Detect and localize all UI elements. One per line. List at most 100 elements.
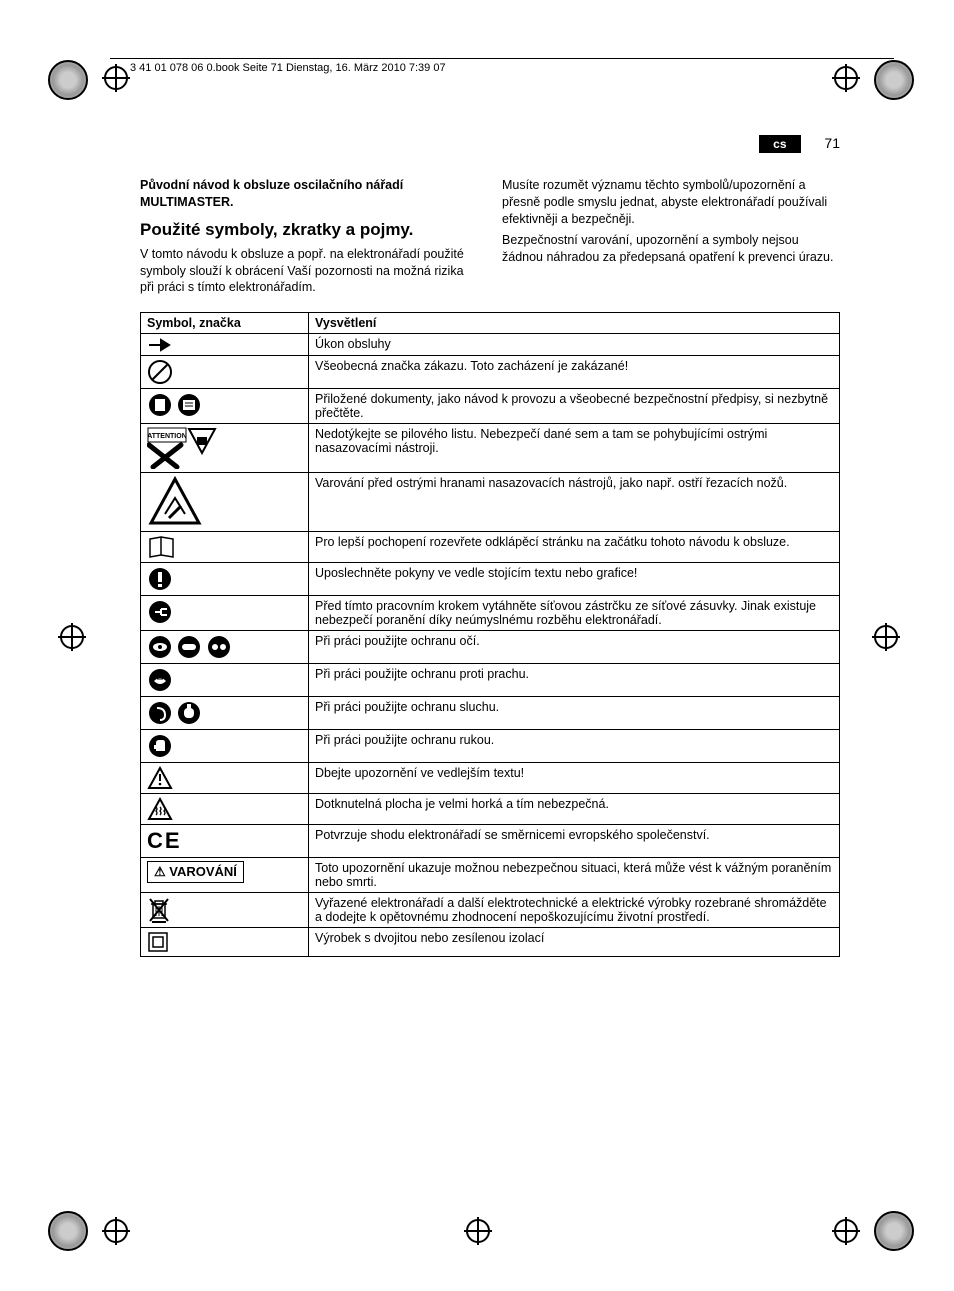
table-row: ⚠ VAROVÁNÍ Toto upozornění ukazuje možnou… bbox=[141, 858, 840, 893]
page-header-right: cs 71 bbox=[140, 135, 840, 153]
symbol-cell bbox=[141, 794, 309, 825]
symbol-cell bbox=[141, 763, 309, 794]
symbol-cell bbox=[141, 893, 309, 928]
eye-icon bbox=[147, 639, 232, 653]
table-row: Při práci použijte ochranu rukou. bbox=[141, 730, 840, 763]
table-row: CE Potvrzuje shodu elektronářadí se směrn… bbox=[141, 825, 840, 858]
class2-icon bbox=[147, 934, 169, 948]
symbols-table: Symbol, značka Vysvětlení Úkon obsluhyVš… bbox=[140, 312, 840, 957]
ear-icon bbox=[147, 705, 202, 719]
weee-icon bbox=[147, 902, 171, 916]
print-mark bbox=[48, 60, 88, 100]
table-row: Varování před ostrými hranami nasazovací… bbox=[141, 473, 840, 532]
symbol-cell bbox=[141, 473, 309, 532]
explanation-cell: Při práci použijte ochranu očí. bbox=[309, 631, 840, 664]
table-row: Všeobecná značka zákazu. Toto zacházení … bbox=[141, 356, 840, 389]
print-mark bbox=[874, 1211, 914, 1251]
svg-text:ATTENTION: ATTENTION bbox=[147, 433, 187, 440]
explanation-cell: Nedotýkejte se pilového listu. Nebezpečí… bbox=[309, 424, 840, 473]
warning-label-icon: ⚠ VAROVÁNÍ bbox=[147, 861, 244, 883]
dustmask-icon bbox=[147, 672, 173, 686]
right-paragraph-1: Musíte rozumět významu těchto symbolů/up… bbox=[502, 177, 840, 228]
right-column: Musíte rozumět významu těchto symbolů/up… bbox=[502, 177, 840, 296]
explanation-cell: Při práci použijte ochranu sluchu. bbox=[309, 697, 840, 730]
triangle-icon bbox=[147, 770, 173, 784]
header-rule bbox=[110, 58, 894, 59]
readdocs-icon bbox=[147, 397, 202, 411]
registration-mark bbox=[104, 1219, 128, 1243]
table-row: Dotknutelná plocha je velmi horká a tím … bbox=[141, 794, 840, 825]
symbol-cell bbox=[141, 563, 309, 596]
explanation-cell: Uposlechněte pokyny ve vedle stojícím te… bbox=[309, 563, 840, 596]
symbol-cell bbox=[141, 596, 309, 631]
registration-mark bbox=[834, 66, 858, 90]
explanation-cell: Při práci použijte ochranu proti prachu. bbox=[309, 664, 840, 697]
explanation-cell: Varování před ostrými hranami nasazovací… bbox=[309, 473, 840, 532]
symbol-cell: ⚠ VAROVÁNÍ bbox=[141, 858, 309, 893]
registration-mark bbox=[60, 625, 84, 649]
col-explanation: Vysvětlení bbox=[309, 313, 840, 334]
explanation-cell: Pro lepší pochopení rozevřete odklápěcí … bbox=[309, 532, 840, 563]
unplug-icon bbox=[147, 604, 173, 618]
left-paragraph: V tomto návodu k obsluze a popř. na elek… bbox=[140, 246, 478, 297]
explanation-cell: Potvrzuje shodu elektronářadí se směrnic… bbox=[309, 825, 840, 858]
table-row: Dbejte upozornění ve vedlejším textu! bbox=[141, 763, 840, 794]
ce-icon: CE bbox=[147, 837, 182, 851]
language-badge: cs bbox=[759, 135, 800, 153]
symbol-cell: CE bbox=[141, 825, 309, 858]
table-header-row: Symbol, značka Vysvětlení bbox=[141, 313, 840, 334]
attention-blade-icon: ATTENTION bbox=[147, 440, 217, 454]
table-row: ATTENTION Nedotýkejte se pilového listu. … bbox=[141, 424, 840, 473]
explanation-cell: Při práci použijte ochranu rukou. bbox=[309, 730, 840, 763]
explanation-cell: Všeobecná značka zákazu. Toto zacházení … bbox=[309, 356, 840, 389]
table-row: Při práci použijte ochranu proti prachu. bbox=[141, 664, 840, 697]
section-heading: Použité symboly, zkratky a pojmy. bbox=[140, 219, 478, 242]
symbol-cell bbox=[141, 664, 309, 697]
intro-columns: Původní návod k obsluze oscilačního nářa… bbox=[140, 177, 840, 296]
table-row: Při práci použijte ochranu očí. bbox=[141, 631, 840, 664]
table-row: Vyřazené elektronářadí a další elektrote… bbox=[141, 893, 840, 928]
symbol-cell bbox=[141, 389, 309, 424]
symbol-cell bbox=[141, 356, 309, 389]
right-paragraph-2: Bezpečnostní varování, upozornění a symb… bbox=[502, 232, 840, 266]
print-mark bbox=[48, 1211, 88, 1251]
table-row: Uposlechněte pokyny ve vedle stojícím te… bbox=[141, 563, 840, 596]
header-text: 3 41 01 078 06 0.book Seite 71 Dienstag,… bbox=[130, 62, 446, 74]
symbol-cell bbox=[141, 928, 309, 957]
arrow-icon bbox=[147, 337, 173, 351]
explanation-cell: Úkon obsluhy bbox=[309, 334, 840, 356]
symbol-cell bbox=[141, 532, 309, 563]
table-row: Pro lepší pochopení rozevřete odklápěcí … bbox=[141, 532, 840, 563]
table-row: Úkon obsluhy bbox=[141, 334, 840, 356]
symbol-cell bbox=[141, 334, 309, 356]
table-row: Před tímto pracovním krokem vytáhněte sí… bbox=[141, 596, 840, 631]
symbol-cell bbox=[141, 730, 309, 763]
obey-icon bbox=[147, 571, 173, 585]
explanation-cell: Dotknutelná plocha je velmi horká a tím … bbox=[309, 794, 840, 825]
symbol-cell bbox=[141, 697, 309, 730]
page-number: 71 bbox=[824, 135, 840, 151]
print-mark bbox=[874, 60, 914, 100]
table-row: Při práci použijte ochranu sluchu. bbox=[141, 697, 840, 730]
explanation-cell: Vyřazené elektronářadí a další elektrote… bbox=[309, 893, 840, 928]
prohibit-icon bbox=[147, 364, 173, 378]
foldout-icon bbox=[147, 539, 177, 553]
registration-mark bbox=[104, 66, 128, 90]
left-column: Původní návod k obsluze oscilačního nářa… bbox=[140, 177, 478, 296]
registration-mark bbox=[874, 625, 898, 649]
hot-icon bbox=[147, 801, 173, 815]
col-symbol: Symbol, značka bbox=[141, 313, 309, 334]
explanation-cell: Dbejte upozornění ve vedlejším textu! bbox=[309, 763, 840, 794]
explanation-cell: Výrobek s dvojitou nebo zesílenou izolac… bbox=[309, 928, 840, 957]
sharp-warn-icon bbox=[147, 494, 203, 508]
page-content: cs 71 Původní návod k obsluze oscilačníh… bbox=[140, 135, 840, 957]
registration-mark bbox=[466, 1219, 490, 1243]
registration-mark bbox=[834, 1219, 858, 1243]
symbol-cell: ATTENTION bbox=[141, 424, 309, 473]
explanation-cell: Před tímto pracovním krokem vytáhněte sí… bbox=[309, 596, 840, 631]
gloves-icon bbox=[147, 738, 173, 752]
explanation-cell: Přiložené dokumenty, jako návod k provoz… bbox=[309, 389, 840, 424]
table-row: Přiložené dokumenty, jako návod k provoz… bbox=[141, 389, 840, 424]
table-row: Výrobek s dvojitou nebo zesílenou izolac… bbox=[141, 928, 840, 957]
explanation-cell: Toto upozornění ukazuje možnou nebezpečn… bbox=[309, 858, 840, 893]
